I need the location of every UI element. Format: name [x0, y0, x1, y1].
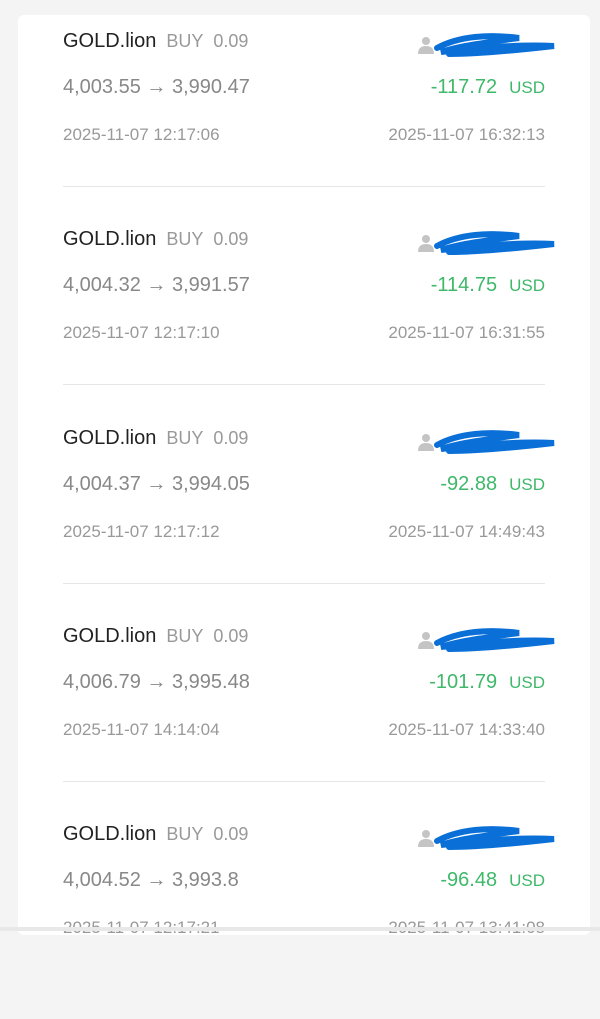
open-time: 2025-11-07 12:17:10 [63, 323, 220, 342]
person-icon [418, 632, 434, 649]
trade-row[interactable]: GOLD.lion BUY 0.09 4,004.52 → 3,993.8 -96.… [63, 821, 555, 1019]
person-icon [418, 37, 434, 54]
profit-loss: -117.72 USD [431, 76, 545, 99]
profit-loss: -101.79 USD [429, 671, 545, 694]
profit-loss: -96.48 USD [440, 869, 545, 892]
trade-header: GOLD.lion BUY 0.09 [63, 427, 248, 450]
volume: 0.09 [213, 626, 249, 646]
person-icon [418, 235, 434, 252]
arrow-right-icon: → [146, 869, 167, 891]
currency: USD [509, 78, 545, 97]
redaction-scribble [434, 231, 555, 255]
open-price: 4,006.79 [63, 671, 141, 693]
close-price: 3,991.57 [171, 274, 250, 296]
pnl-value: -117.72 [430, 76, 498, 98]
close-time: 2025-11-07 14:33:40 [388, 720, 545, 739]
trade-header: GOLD.lion BUY 0.09 [63, 30, 248, 53]
close-price: 3,990.47 [171, 76, 250, 98]
profit-loss: -114.75 USD [431, 274, 545, 297]
close-time: 2025-11-07 16:31:55 [388, 323, 545, 342]
symbol: GOLD.lion [63, 625, 157, 647]
redaction-scribble [434, 628, 555, 652]
account-redacted [415, 625, 555, 653]
price-range: 4,006.79 → 3,995.48 [63, 671, 250, 694]
open-time: 2025-11-07 12:17:12 [63, 522, 220, 541]
symbol: GOLD.lion [63, 427, 157, 449]
trade-row[interactable]: GOLD.lion BUY 0.09 4,004.32 → 3,991.57 -11… [63, 226, 555, 424]
side: BUY [166, 626, 204, 646]
price-range: 4,004.37 → 3,994.05 [63, 473, 250, 496]
volume: 0.09 [213, 31, 249, 51]
close-time: 2025-11-07 14:49:43 [388, 522, 545, 541]
account-redacted [415, 30, 555, 58]
account-redacted [415, 823, 555, 851]
volume: 0.09 [213, 229, 249, 249]
redaction-scribble [434, 826, 555, 850]
trade-header: GOLD.lion BUY 0.09 [63, 228, 248, 251]
price-range: 4,003.55 → 3,990.47 [63, 76, 250, 99]
close-price: 3,995.48 [171, 671, 250, 693]
volume: 0.09 [213, 428, 249, 448]
person-icon [418, 434, 434, 451]
arrow-right-icon: → [146, 76, 167, 98]
open-price: 4,004.52 [63, 869, 141, 891]
close-price: 3,994.05 [171, 473, 250, 495]
arrow-right-icon: → [146, 274, 167, 296]
profit-loss: -92.88 USD [440, 473, 545, 496]
trade-row[interactable]: GOLD.lion BUY 0.09 4,004.37 → 3,994.05 -92… [63, 425, 555, 623]
symbol: GOLD.lion [63, 30, 157, 52]
currency: USD [509, 475, 545, 494]
open-time: 2025-11-07 12:17:06 [63, 125, 220, 144]
volume: 0.09 [213, 824, 249, 844]
divider [63, 781, 545, 782]
pnl-value: -96.48 [440, 869, 498, 891]
divider [63, 384, 545, 385]
person-icon [418, 830, 434, 847]
price-range: 4,004.52 → 3,993.8 [63, 869, 239, 892]
side: BUY [166, 31, 204, 51]
divider [63, 186, 545, 187]
redaction-scribble [434, 430, 555, 454]
trade-header: GOLD.lion BUY 0.09 [63, 625, 248, 648]
side: BUY [166, 229, 204, 249]
open-price: 4,004.32 [63, 274, 141, 296]
currency: USD [509, 673, 545, 692]
open-time: 2025-11-07 14:14:04 [63, 720, 220, 739]
currency: USD [509, 871, 545, 890]
trade-history-list: GOLD.lion BUY 0.09 4,003.55 → 3,990.47 -11… [18, 15, 590, 937]
side: BUY [166, 428, 204, 448]
close-time: 2025-11-07 16:32:13 [388, 125, 545, 144]
trade-row[interactable]: GOLD.lion BUY 0.09 4,003.55 → 3,990.47 -11… [63, 28, 555, 226]
divider [63, 583, 545, 584]
account-redacted [415, 427, 555, 455]
trade-header: GOLD.lion BUY 0.09 [63, 823, 248, 846]
arrow-right-icon: → [146, 473, 167, 495]
pnl-value: -92.88 [440, 473, 498, 495]
open-price: 4,004.37 [63, 473, 141, 495]
pnl-value: -114.75 [430, 274, 498, 296]
bottom-bar [0, 927, 600, 931]
arrow-right-icon: → [146, 671, 167, 693]
redaction-scribble [434, 33, 555, 57]
price-range: 4,004.32 → 3,991.57 [63, 274, 250, 297]
open-price: 4,003.55 [63, 76, 141, 98]
side: BUY [166, 824, 204, 844]
pnl-value: -101.79 [429, 671, 498, 693]
account-redacted [415, 228, 555, 256]
trade-row[interactable]: GOLD.lion BUY 0.09 4,006.79 → 3,995.48 -10… [63, 623, 555, 821]
currency: USD [509, 276, 545, 295]
symbol: GOLD.lion [63, 228, 157, 250]
symbol: GOLD.lion [63, 823, 157, 845]
close-price: 3,993.8 [171, 869, 239, 891]
